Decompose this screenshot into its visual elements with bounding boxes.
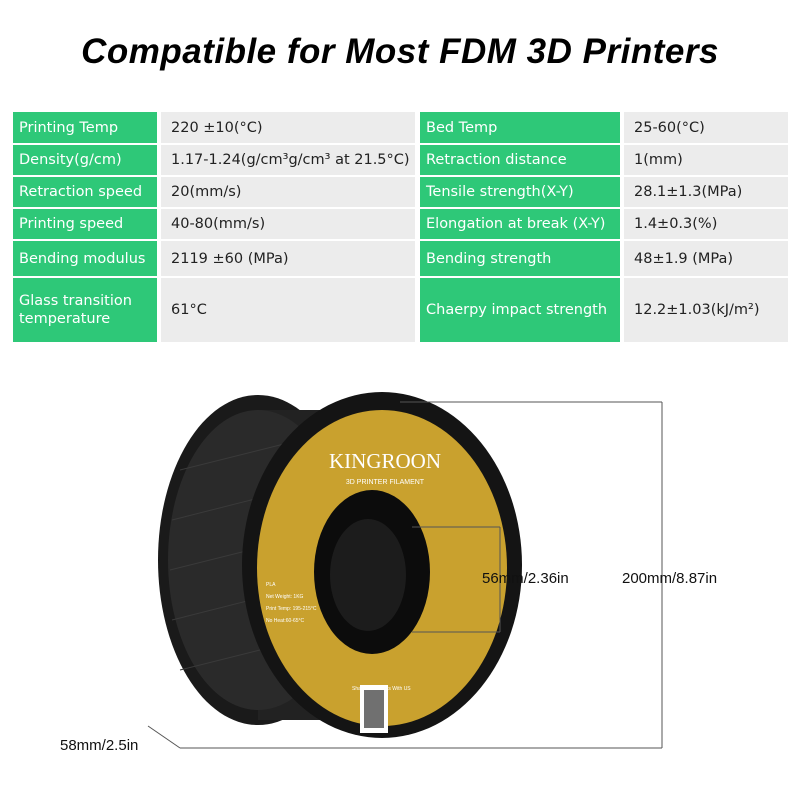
spec-label: Printing Temp [13,112,157,143]
spec-value: 40-80(mm/s) [161,209,415,239]
spool-brand: KINGROON [329,449,441,473]
spec-label: Bed Temp [420,112,620,143]
spec-value: 48±1.9 (MPa) [624,241,788,276]
spec-value: 25-60(°C) [624,112,788,143]
spec-label: Bending modulus [13,241,157,276]
spec-value: 220 ±10(°C) [161,112,415,143]
spool-label-line: No Heat:60-65°C [266,618,305,624]
spool-width-label: 58mm/2.5in [60,737,139,754]
outer-diameter-label: 200mm/8.87in [622,570,718,587]
spec-label: Glass transition temperature [13,278,157,342]
spool-label-line: PLA [266,582,276,588]
spec-value: 61°C [161,278,415,342]
spec-value: 28.1±1.3(MPa) [624,177,788,207]
spec-value: 1.4±0.3(%) [624,209,788,239]
spool-label-line: Print Temp: 195-215°C [266,606,317,612]
spec-label: Elongation at break (X-Y) [420,209,620,239]
spec-label: Retraction distance [420,145,620,175]
spec-value: 1(mm) [624,145,788,175]
spec-value: 2119 ±60 (MPa) [161,241,415,276]
spec-label: Printing speed [13,209,157,239]
spool-subtitle: 3D PRINTER FILAMENT [346,479,425,486]
spec-label: Tensile strength(X-Y) [420,177,620,207]
spec-label: Chaerpy impact strength [420,278,620,342]
spec-label: Density(g/cm) [13,145,157,175]
spool-label-line: Net Weight: 1KG [266,594,304,600]
spec-label: Retraction speed [13,177,157,207]
spec-value: 1.17-1.24(g/cm³g/cm³ at 21.5°C) [161,145,415,175]
spec-value: 20(mm/s) [161,177,415,207]
spec-label: Bending strength [420,241,620,276]
spec-value: 12.2±1.03(kJ/m²) [624,278,788,342]
page-title: Compatible for Most FDM 3D Printers [81,32,719,71]
inner-diameter-label: 56mm/2.36in [482,570,569,587]
